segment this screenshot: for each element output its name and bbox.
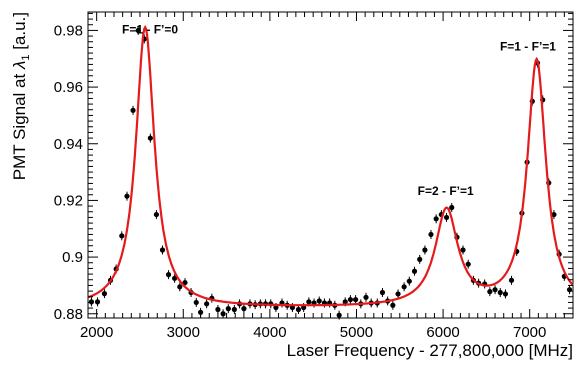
y-axis-title-symbol: λ — [10, 61, 29, 70]
data-point — [395, 291, 401, 297]
data-point — [428, 231, 434, 238]
data-point — [401, 284, 407, 290]
data-point — [449, 204, 455, 211]
data-point — [295, 306, 302, 313]
data-point — [172, 275, 178, 281]
y-tick-label: 0.98 — [54, 22, 83, 39]
y-axis-title: PMT Signal at λ1 [a.u.] — [10, 12, 32, 180]
annotation-peak-2: F=2 - F’=1 — [418, 184, 474, 198]
data-point — [124, 193, 130, 199]
data-point — [119, 233, 125, 239]
fit-curve — [87, 24, 574, 307]
data-point — [411, 268, 418, 274]
y-tick-label: 0.88 — [54, 306, 83, 323]
data-point — [165, 272, 172, 278]
data-point — [422, 247, 428, 253]
data-point — [273, 304, 279, 311]
data-point — [215, 306, 221, 313]
data-point — [406, 278, 412, 284]
data-point — [347, 296, 354, 303]
annotations: F=1 - F’=0 F=2 - F’=1 F=1 - F’=1 — [122, 22, 556, 198]
x-axis-title: Laser Frequency - 277,800,000 [MHz] — [287, 341, 573, 360]
data-point — [94, 299, 101, 305]
data-point — [225, 306, 231, 312]
data-point — [551, 211, 557, 218]
data-point — [177, 284, 183, 290]
y-axis-title-main: PMT Signal at — [10, 69, 29, 180]
data-point — [460, 247, 466, 253]
data-point — [306, 299, 312, 305]
y-axis-title-subscript: 1 — [20, 55, 32, 61]
data-point — [508, 277, 515, 283]
data-point — [492, 287, 498, 293]
annotation-peak-1: F=1 - F’=0 — [122, 22, 178, 36]
data-point — [153, 211, 160, 218]
data-point — [147, 135, 153, 141]
data-point — [363, 294, 369, 300]
data-point — [465, 261, 471, 267]
annotation-peak-3: F=1 - F’=1 — [500, 39, 556, 53]
data-point — [135, 27, 141, 34]
x-tick-label: 2000 — [80, 324, 113, 341]
plot-area — [87, 11, 574, 320]
data-point — [204, 301, 210, 307]
data-point — [197, 309, 204, 315]
data-point — [417, 256, 423, 262]
data-point — [342, 299, 348, 305]
y-axis: 0.88 0.9 0.92 0.94 0.96 0.98 — [54, 12, 573, 323]
y-tick-label: 0.94 — [54, 136, 83, 153]
data-point — [130, 107, 136, 113]
data-point — [220, 311, 226, 317]
data-point — [379, 289, 386, 296]
x-tick-label: 4000 — [253, 324, 286, 341]
data-point — [241, 306, 247, 312]
data-point — [390, 302, 396, 308]
y-axis-title-unit: [a.u.] — [10, 12, 29, 55]
data-point — [88, 299, 95, 305]
data-point — [231, 306, 237, 313]
x-tick-label: 5000 — [340, 324, 373, 341]
y-tick-label: 0.92 — [54, 192, 83, 209]
data-point — [353, 296, 359, 303]
data-point — [497, 289, 503, 296]
y-tick-label: 0.96 — [54, 79, 83, 96]
y-tick-label: 0.9 — [62, 249, 83, 266]
data-point — [193, 299, 199, 306]
data-point — [502, 291, 509, 297]
data-point — [433, 216, 439, 222]
x-tick-label: 3000 — [167, 324, 200, 341]
data-point — [487, 289, 493, 295]
x-axis: 2000 3000 4000 5000 6000 7000 — [80, 12, 574, 341]
data-point — [159, 247, 166, 253]
data-point — [316, 298, 322, 304]
x-tick-label: 7000 — [513, 324, 546, 341]
x-tick-label: 6000 — [426, 324, 459, 341]
data-point — [443, 214, 450, 221]
data-point — [101, 291, 108, 297]
